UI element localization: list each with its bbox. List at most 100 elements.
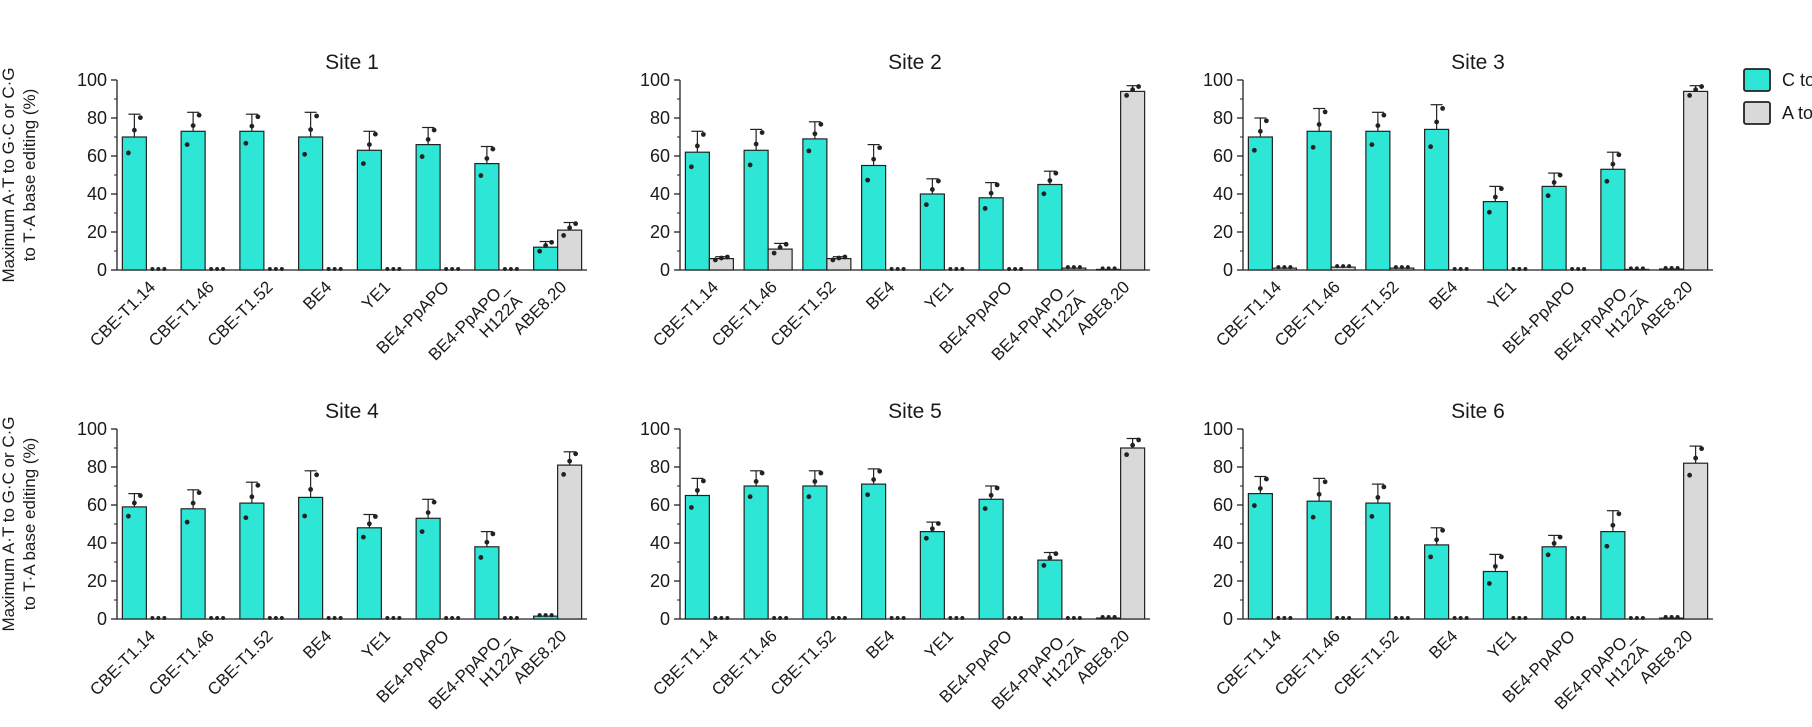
replicate-dot-a-to-g [1288,265,1293,270]
replicate-dot-c-to-t [125,513,131,519]
panel-title: Site 1 [325,51,379,74]
x-tick-label: BE4 [862,277,898,313]
bar-a-to-g [557,464,583,620]
replicate-dot-c-to-t [1492,563,1498,569]
replicate-dot-a-to-g [1399,265,1404,270]
replicate-dot-c-to-t [871,156,877,162]
replicate-dot-c-to-t [1440,106,1446,111]
replicate-dot-c-to-t [249,123,255,129]
bar-c-to-t [861,164,887,271]
replicate-dot-a-to-g [1136,84,1142,89]
replicate-dot-a-to-g [771,250,777,256]
legend-label: C to T [1782,70,1812,90]
replicate-dot-c-to-t [865,177,871,183]
replicate-dot-c-to-t [1041,191,1047,197]
replicate-dot-c-to-t [877,468,883,474]
replicate-dot-a-to-g [1699,446,1705,452]
replicate-dot-a-to-g [1517,267,1522,271]
legend: C to T A to G [1743,68,1812,125]
replicate-dot-c-to-t [1322,109,1328,115]
x-tick-label-line: BE4 [862,626,898,662]
replicate-dot-a-to-g [209,616,214,620]
replicate-dot-c-to-t [1100,615,1105,620]
bar-c-to-t [1306,130,1332,271]
replicate-dot-a-to-g [1693,455,1699,461]
bar-a-to-g [767,248,793,271]
y-tick-label: 0 [1223,609,1233,629]
bar-c-to-t [684,494,710,620]
replicate-dot-c-to-t [1428,554,1434,560]
x-tick-label-line: BE4 [1425,626,1461,662]
replicate-dot-a-to-g [514,267,519,271]
panel-title: Site 4 [325,400,379,423]
panel-6: Site 6020406080100CBE-T1.14CBE-T1.46CBE-… [1203,400,1713,713]
replicate-dot-a-to-g [573,451,579,457]
replicate-dot-c-to-t [1047,555,1053,561]
x-tick-label: BE4 [299,277,335,313]
replicate-dot-c-to-t [1310,514,1316,520]
replicate-dot-c-to-t [923,535,929,541]
replicate-dot-c-to-t [988,190,994,196]
y-tick-label: 100 [640,419,670,439]
replicate-dot-c-to-t [1375,123,1381,128]
replicate-dot-a-to-g [1464,267,1469,271]
x-tick-label-line: YE1 [1484,277,1520,313]
replicate-dot-a-to-g [1288,616,1293,620]
replicate-dot-a-to-g [1019,267,1024,271]
replicate-dot-a-to-g [1124,452,1130,458]
y-tick-label: 100 [1203,70,1233,90]
replicate-dot-c-to-t [753,479,759,484]
bar-c-to-t [919,530,945,620]
replicate-dot-a-to-g [1335,264,1340,269]
replicate-dot-c-to-t [302,513,308,519]
bar-c-to-t [1306,500,1332,620]
replicate-dot-a-to-g [221,616,226,620]
bar-c-to-t [1482,201,1508,271]
replicate-dot-a-to-g [514,616,519,620]
replicate-dot-c-to-t [688,164,694,170]
replicate-dot-a-to-g [209,267,214,271]
x-tick-label: YE1 [358,277,394,313]
replicate-dot-c-to-t [308,487,314,492]
y-tick-label: 80 [1213,108,1233,128]
bar-c-to-t [802,485,828,620]
replicate-dot-a-to-g [502,267,507,271]
replicate-dot-a-to-g [1405,616,1410,620]
replicate-dot-a-to-g [332,616,337,620]
replicate-dot-a-to-g [948,616,953,620]
replicate-dot-c-to-t [537,613,542,618]
bar-c-to-t [356,149,382,271]
replicate-dot-a-to-g [1628,616,1633,620]
replicate-dot-c-to-t [184,519,190,525]
replicate-dot-c-to-t [1106,615,1111,620]
replicate-dot-c-to-t [818,470,824,476]
bar-c-to-t [1037,559,1063,620]
replicate-dot-c-to-t [484,539,490,545]
replicate-dot-c-to-t [1369,142,1375,148]
bar-c-to-t [1365,502,1391,620]
replicate-dot-a-to-g [1464,616,1469,620]
y-tick-label: 40 [1213,533,1233,553]
replicate-dot-a-to-g [954,267,959,271]
replicate-dot-c-to-t [425,510,431,515]
replicate-dot-c-to-t [1551,540,1557,546]
bar-c-to-t [743,149,769,271]
bar-c-to-t [802,138,828,271]
replicate-dot-a-to-g [1071,616,1076,620]
legend-label: A to G [1782,103,1812,123]
replicate-dot-a-to-g [444,616,449,620]
y-tick-label: 40 [87,184,107,204]
x-tick-label-line: BE4 [1425,277,1461,313]
replicate-dot-c-to-t [1263,476,1269,482]
bar-c-to-t [415,144,441,271]
bar-c-to-t [1247,136,1273,271]
y-axis-label-line: to T·A base editing (%) [20,89,39,262]
replicate-dot-a-to-g [1517,616,1522,620]
replicate-dot-c-to-t [700,132,706,137]
replicate-dot-a-to-g [1640,616,1645,620]
y-tick-label: 20 [650,222,670,242]
replicate-dot-a-to-g [1130,442,1136,448]
bar-c-to-t [180,130,206,271]
x-tick-label-line: YE1 [921,277,957,313]
replicate-dot-c-to-t [419,529,425,534]
